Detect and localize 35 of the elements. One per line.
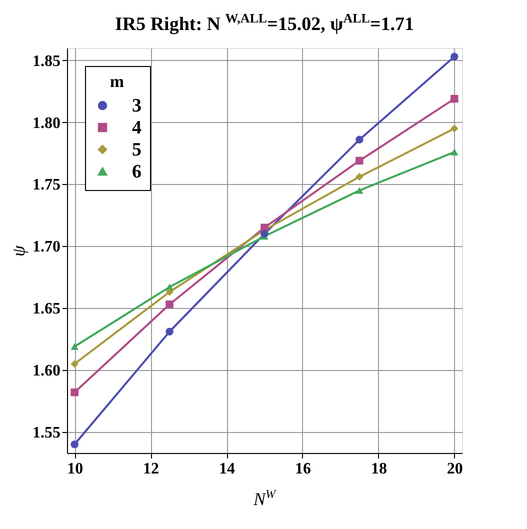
legend-label: 4 — [132, 118, 142, 138]
y-tick-label: 1.55 — [32, 424, 60, 442]
point — [70, 388, 78, 396]
y-axis-title: ψ — [8, 244, 28, 257]
legend-label: 3 — [132, 96, 142, 116]
y-tick-label: 1.60 — [32, 362, 60, 380]
point — [356, 156, 364, 165]
y-tick-label: 1.75 — [32, 176, 60, 194]
x-tick-label: 18 — [370, 460, 387, 478]
point — [260, 230, 268, 238]
x-tick-label: 10 — [67, 460, 84, 478]
x-tick-label: 12 — [143, 460, 160, 478]
legend-label: 6 — [132, 162, 142, 182]
point — [356, 136, 364, 144]
y-tick-label: 1.85 — [32, 52, 60, 70]
legend-title: m — [110, 72, 124, 91]
legend-label: 5 — [132, 140, 142, 160]
x-tick-label: 20 — [446, 460, 463, 478]
point — [70, 360, 78, 368]
point — [166, 288, 174, 296]
x-tick-label: 16 — [294, 460, 311, 478]
point — [166, 328, 174, 336]
point — [356, 172, 364, 181]
point — [450, 52, 458, 61]
y-tick-label: 1.70 — [32, 238, 60, 256]
point — [70, 343, 78, 350]
point — [166, 300, 174, 308]
point — [70, 440, 78, 448]
y-tick-label: 1.80 — [32, 114, 60, 132]
point — [450, 94, 458, 103]
point — [356, 187, 364, 194]
y-tick-label: 1.65 — [32, 300, 60, 318]
point — [450, 148, 458, 156]
point — [450, 124, 458, 132]
x-tick-label: 14 — [219, 460, 236, 478]
